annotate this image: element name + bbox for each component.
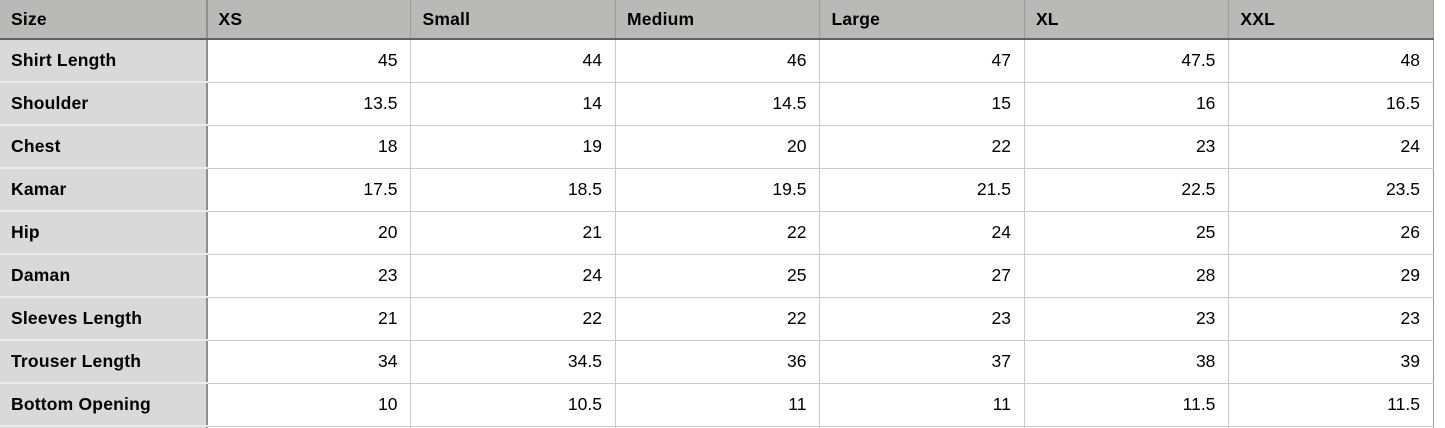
row-label-cell: Bottom Opening: [0, 383, 208, 427]
value-cell: 46: [615, 39, 821, 83]
row-label-cell: Daman: [0, 254, 208, 298]
value-cell: 23: [1024, 297, 1230, 341]
table-row: Shirt Length 45 44 46 47 47.5 48: [0, 39, 1434, 83]
value-cell: 34: [206, 340, 412, 384]
value-cell: 23: [819, 297, 1025, 341]
value-cell: 10.5: [410, 383, 616, 427]
column-header-large: Large: [819, 0, 1025, 40]
value-cell: [1228, 426, 1434, 428]
value-cell: 10: [206, 383, 412, 427]
value-cell: 24: [410, 254, 616, 298]
value-cell: 27: [819, 254, 1025, 298]
value-cell: 11.5: [1024, 383, 1230, 427]
value-cell: 28: [1024, 254, 1230, 298]
value-cell: 37: [819, 340, 1025, 384]
value-cell: 11: [615, 383, 821, 427]
row-label-cell: Shoulder: [0, 82, 208, 126]
table-row: Trouser Length 34 34.5 36 37 38 39: [0, 340, 1434, 384]
row-label-cell: [0, 426, 208, 428]
value-cell: 23: [206, 254, 412, 298]
value-cell: 39: [1228, 340, 1434, 384]
table-row: Kamar 17.5 18.5 19.5 21.5 22.5 23.5: [0, 168, 1434, 212]
value-cell: 26: [1228, 211, 1434, 255]
value-cell: [819, 426, 1025, 428]
value-cell: 14: [410, 82, 616, 126]
value-cell: 48: [1228, 39, 1434, 83]
value-cell: 21: [206, 297, 412, 341]
value-cell: 47.5: [1024, 39, 1230, 83]
value-cell: 13.5: [206, 82, 412, 126]
table-row: Chest 18 19 20 22 23 24: [0, 125, 1434, 169]
column-header-medium: Medium: [615, 0, 821, 40]
value-cell: 17.5: [206, 168, 412, 212]
value-cell: 11: [819, 383, 1025, 427]
table-row: [0, 426, 1434, 428]
value-cell: 45: [206, 39, 412, 83]
table-row: Sleeves Length 21 22 22 23 23 23: [0, 297, 1434, 341]
value-cell: 16.5: [1228, 82, 1434, 126]
value-cell: 47: [819, 39, 1025, 83]
table-body: Shirt Length 45 44 46 47 47.5 48 Shoulder 13.5 14…: [0, 39, 1434, 428]
value-cell: 24: [1228, 125, 1434, 169]
table-row: Daman 23 24 25 27 28 29: [0, 254, 1434, 298]
column-header-size: Size: [0, 0, 208, 40]
value-cell: 24: [819, 211, 1025, 255]
value-cell: 16: [1024, 82, 1230, 126]
value-cell: 22.5: [1024, 168, 1230, 212]
value-cell: 44: [410, 39, 616, 83]
value-cell: 20: [206, 211, 412, 255]
value-cell: [615, 426, 821, 428]
value-cell: [1024, 426, 1230, 428]
row-label-cell: Trouser Length: [0, 340, 208, 384]
table-row: Bottom Opening 10 10.5 11 11 11.5 11.5: [0, 383, 1434, 427]
value-cell: 25: [1024, 211, 1230, 255]
value-cell: 23.5: [1228, 168, 1434, 212]
value-cell: 14.5: [615, 82, 821, 126]
row-label-cell: Shirt Length: [0, 39, 208, 83]
value-cell: 15: [819, 82, 1025, 126]
column-header-xl: XL: [1024, 0, 1230, 40]
value-cell: 22: [615, 211, 821, 255]
row-label-cell: Chest: [0, 125, 208, 169]
value-cell: 18: [206, 125, 412, 169]
value-cell: 21.5: [819, 168, 1025, 212]
value-cell: 20: [615, 125, 821, 169]
column-header-xs: XS: [206, 0, 412, 40]
value-cell: 34.5: [410, 340, 616, 384]
value-cell: 19.5: [615, 168, 821, 212]
value-cell: 18.5: [410, 168, 616, 212]
column-header-small: Small: [410, 0, 616, 40]
value-cell: 21: [410, 211, 616, 255]
value-cell: 23: [1024, 125, 1230, 169]
table-row: Shoulder 13.5 14 14.5 15 16 16.5: [0, 82, 1434, 126]
row-label-cell: Sleeves Length: [0, 297, 208, 341]
value-cell: 22: [819, 125, 1025, 169]
header-row: Size XS Small Medium Large XL XXL: [0, 0, 1434, 40]
value-cell: 19: [410, 125, 616, 169]
value-cell: [410, 426, 616, 428]
value-cell: 22: [615, 297, 821, 341]
value-cell: 36: [615, 340, 821, 384]
value-cell: 11.5: [1228, 383, 1434, 427]
value-cell: 38: [1024, 340, 1230, 384]
value-cell: 23: [1228, 297, 1434, 341]
value-cell: [206, 426, 412, 428]
value-cell: 29: [1228, 254, 1434, 298]
table-row: Hip 20 21 22 24 25 26: [0, 211, 1434, 255]
row-label-cell: Kamar: [0, 168, 208, 212]
value-cell: 25: [615, 254, 821, 298]
column-header-xxl: XXL: [1228, 0, 1434, 40]
row-label-cell: Hip: [0, 211, 208, 255]
value-cell: 22: [410, 297, 616, 341]
